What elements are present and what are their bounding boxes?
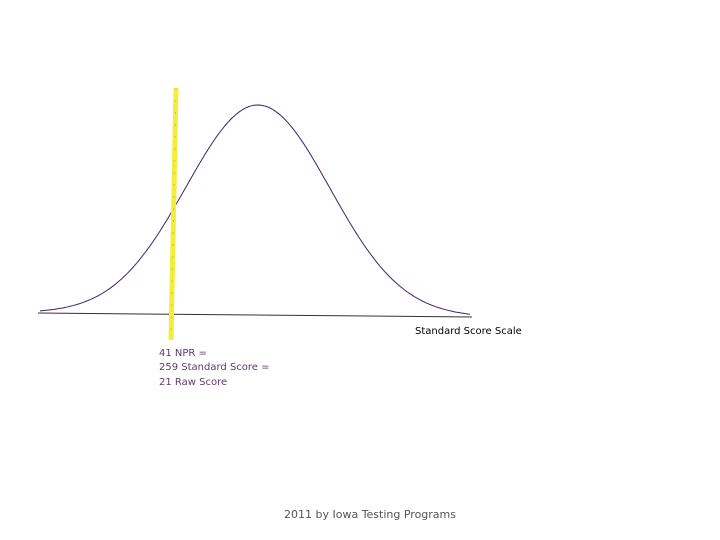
bell-curve: [39, 104, 471, 315]
marker-label: 259 Standard Score =: [159, 362, 270, 373]
axis-label: Standard Score Scale: [415, 326, 522, 337]
marker-label: 41 NPR =: [159, 348, 207, 359]
baseline: [37, 312, 473, 318]
bell-curve-points: [39, 104, 471, 315]
marker-label: 21 Raw Score: [159, 377, 227, 388]
score-marker: [168, 87, 179, 341]
footer: 2011 by Iowa Testing Programs: [284, 508, 456, 521]
